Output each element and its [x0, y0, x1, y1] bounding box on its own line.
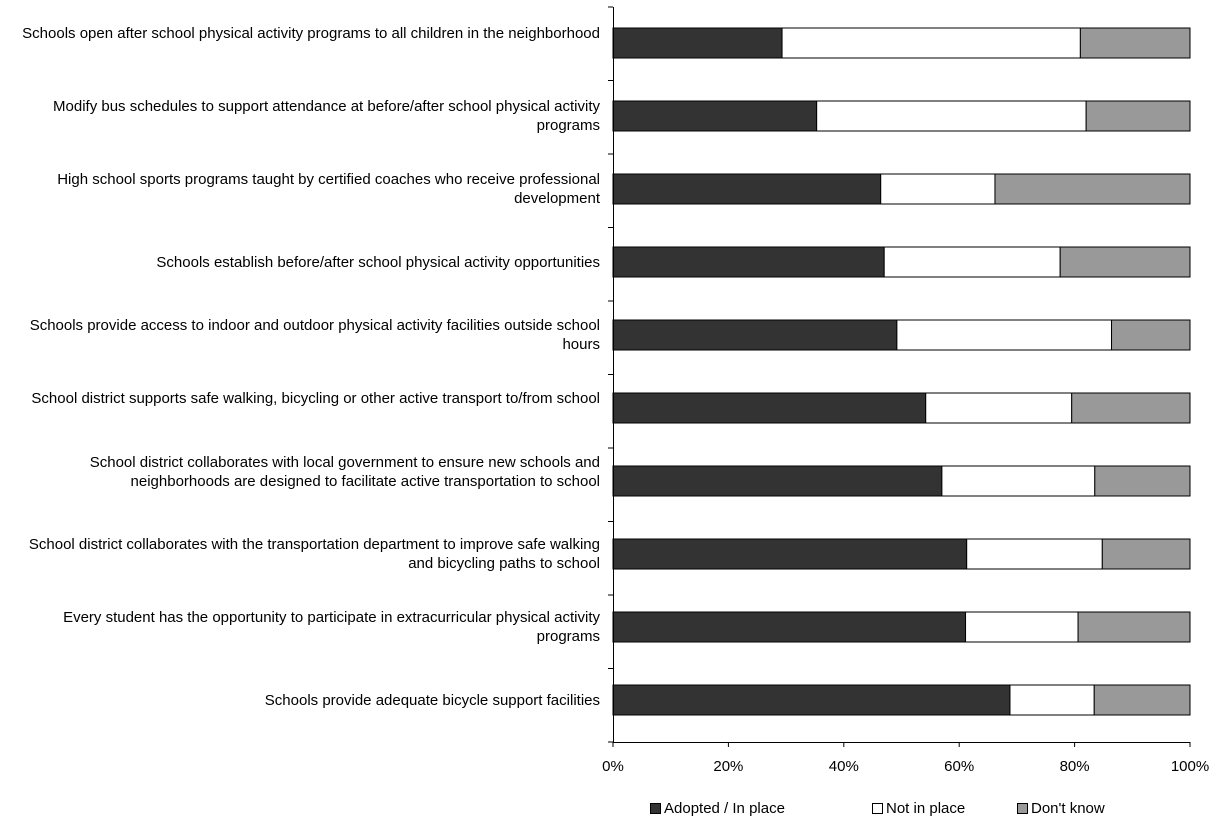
bar-segment-1-row-3: [612, 173, 882, 205]
bar-segment-2-row-2: [816, 100, 1087, 132]
bar-segment-3-row-8: [1101, 538, 1191, 570]
bar-segment-1-row-8: [612, 538, 968, 570]
bar-segment-1-row-1: [612, 27, 783, 59]
category-label: High school sports programs taught by ce…: [57, 171, 600, 207]
bar-segment-2-row-8: [966, 538, 1103, 570]
legend-label: Don't know: [1031, 800, 1105, 817]
category-label: School district collaborates with the tr…: [28, 536, 600, 572]
category-label: School district collaborates with local …: [89, 453, 600, 490]
bar-segment-3-row-3: [994, 173, 1191, 205]
category-label: Schools provide adequate bicycle support…: [264, 691, 600, 709]
category-label: Schools open after school physical activ…: [22, 25, 600, 42]
bar-segment-1-row-7: [612, 465, 943, 497]
bar-segment-3-row-10: [1093, 684, 1191, 716]
legend-item: Adopted / In place: [650, 800, 785, 817]
legend-label: Adopted / In place: [664, 800, 785, 817]
legend-swatch: [1017, 803, 1028, 814]
bar-segment-3-row-1: [1079, 27, 1191, 59]
legend-item: Don't know: [1017, 800, 1105, 817]
legend-swatch: [872, 803, 883, 814]
bar-segment-3-row-4: [1059, 246, 1191, 278]
bar-segment-2-row-1: [781, 27, 1081, 59]
bar-segment-2-row-9: [965, 611, 1079, 643]
x-tick-label: 20%: [713, 758, 744, 775]
bar-segment-1-row-4: [612, 246, 885, 278]
bar-segment-2-row-4: [883, 246, 1061, 278]
bar-segment-2-row-5: [896, 319, 1113, 351]
bar-segment-2-row-3: [880, 173, 996, 205]
bar-segment-2-row-10: [1009, 684, 1095, 716]
bar-segment-3-row-9: [1077, 611, 1191, 643]
bar-segment-3-row-6: [1071, 392, 1191, 424]
x-tick-label: 80%: [1059, 758, 1090, 775]
bar-segment-2-row-7: [941, 465, 1096, 497]
bar-segment-2-row-6: [925, 392, 1073, 424]
bar-segment-3-row-2: [1085, 100, 1191, 132]
bar-segment-3-row-7: [1094, 465, 1191, 497]
bar-segment-1-row-5: [612, 319, 898, 351]
category-label: Schools provide access to indoor and out…: [29, 317, 600, 353]
x-tick-label: 0%: [602, 758, 624, 775]
category-label: Modify bus schedules to support attendan…: [53, 98, 600, 134]
bar-segment-1-row-9: [612, 611, 967, 643]
bar-segment-3-row-5: [1111, 319, 1191, 351]
category-label: Schools establish before/after school ph…: [156, 253, 600, 271]
bar-segment-1-row-2: [612, 100, 818, 132]
x-tick-label: 60%: [944, 758, 975, 775]
category-label: Every student has the opportunity to par…: [63, 609, 600, 645]
x-tick-label: 100%: [1170, 758, 1210, 775]
category-label: School district supports safe walking, b…: [31, 390, 600, 407]
legend-swatch: [650, 803, 661, 814]
bar-segment-1-row-10: [612, 684, 1011, 716]
legend: Adopted / In place Not in place Don't know: [0, 800, 1224, 820]
bar-segment-1-row-6: [612, 392, 927, 424]
legend-item: Not in place: [872, 800, 965, 817]
x-tick-label: 40%: [828, 758, 859, 775]
legend-label: Not in place: [886, 800, 966, 817]
